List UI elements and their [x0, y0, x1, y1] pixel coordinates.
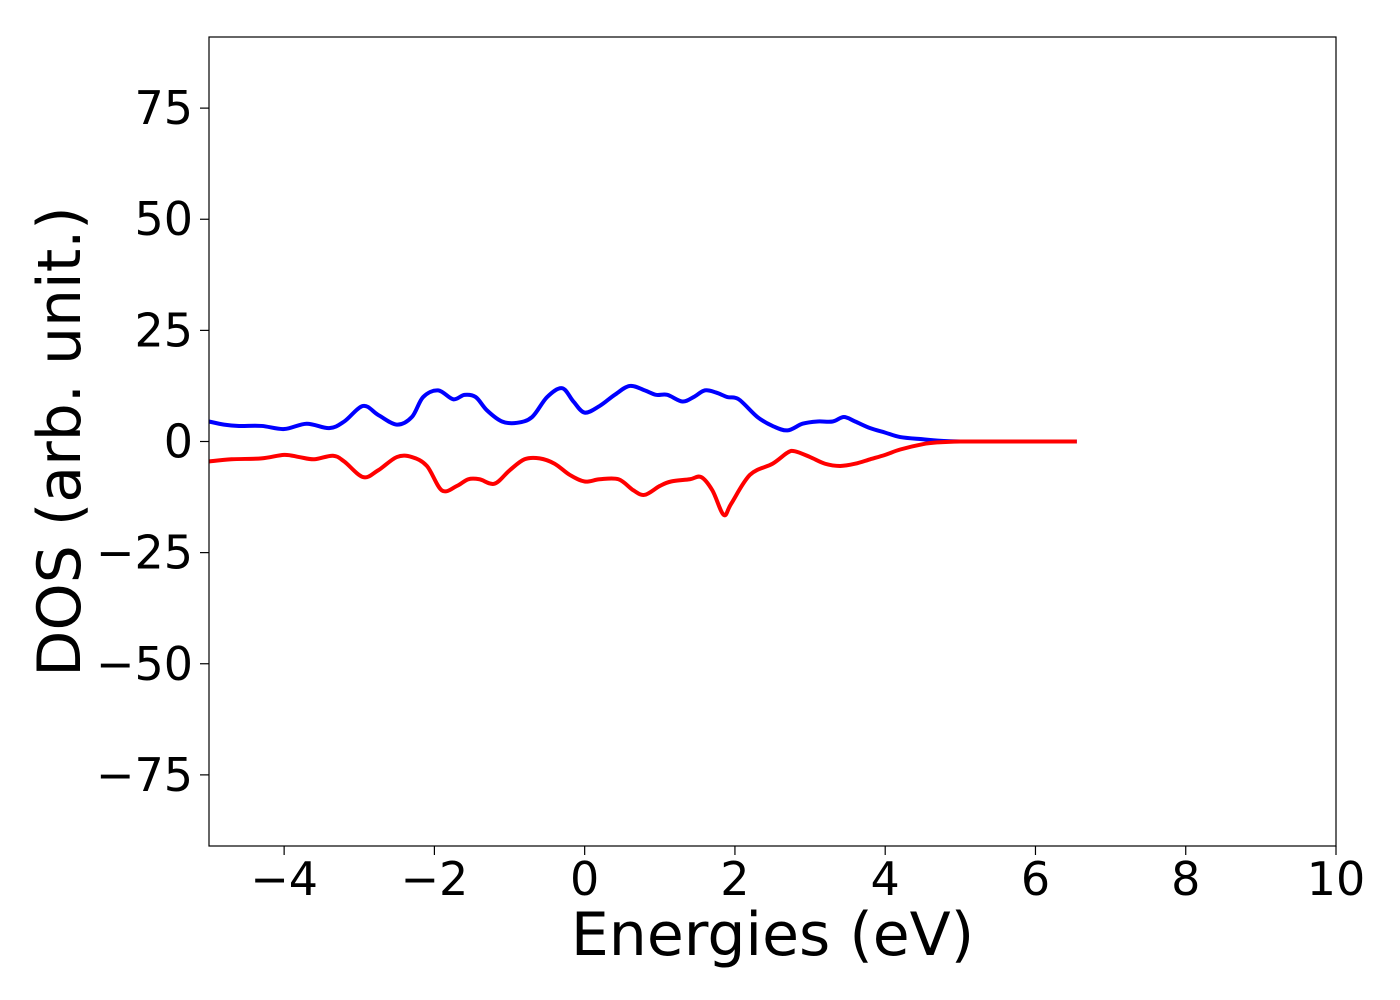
y-tick-label: −25: [96, 526, 193, 580]
y-axis-ticks: −75 −50 −25 0 25 50 75: [96, 81, 209, 802]
y-tick-label: −50: [96, 637, 193, 691]
series-line-blue: [208, 383, 1077, 444]
x-tick-label: 0: [570, 852, 599, 906]
y-axis-label: DOS (arb. unit.): [25, 206, 95, 676]
y-tick-label: 25: [134, 303, 193, 357]
y-tick-label: 75: [134, 81, 193, 135]
y-tick-label: 0: [164, 415, 193, 469]
x-tick-label: 2: [720, 852, 749, 906]
x-tick-label: 6: [1021, 852, 1050, 906]
x-axis-label: Energies (eV): [571, 900, 974, 970]
y-tick-label: −75: [96, 748, 193, 802]
x-tick-label: −4: [250, 852, 318, 906]
y-tick-label: 50: [134, 192, 193, 246]
x-tick-label: 8: [1171, 852, 1200, 906]
series-line-red: [208, 439, 1077, 518]
x-tick-label: 4: [871, 852, 900, 906]
plot-frame: [208, 36, 1337, 847]
x-axis-ticks: −4 −2 0 2 4 6 8 10: [250, 846, 1365, 906]
series-layer: [208, 383, 1077, 518]
x-tick-label: −2: [400, 852, 468, 906]
x-tick-label: 10: [1307, 852, 1366, 906]
